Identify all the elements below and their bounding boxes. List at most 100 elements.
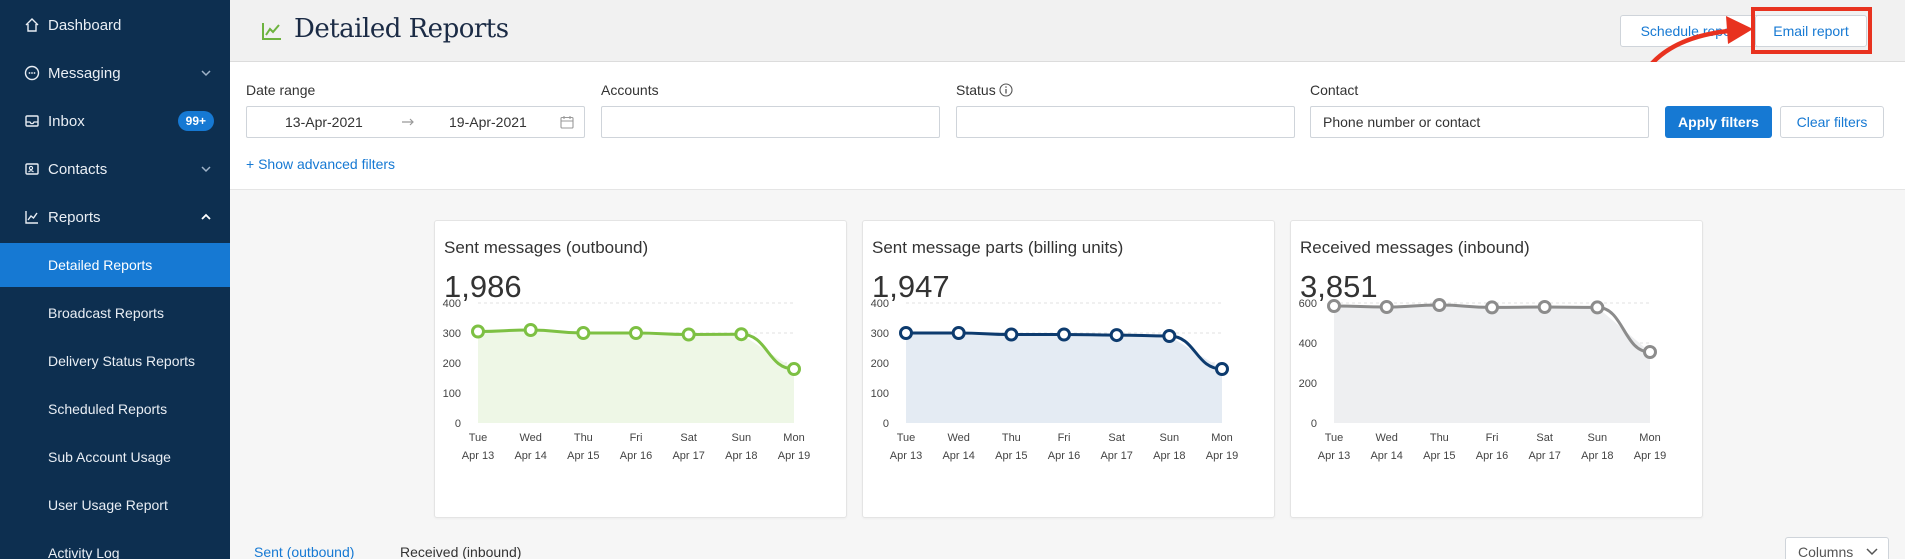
email-report-button[interactable]: Email report: [1755, 15, 1867, 47]
chat-icon: [24, 65, 40, 81]
data-point: [1215, 362, 1229, 376]
sidebar-item-label: Scheduled Reports: [48, 401, 168, 417]
sidebar-item-sub-account-usage[interactable]: Sub Account Usage: [0, 435, 230, 479]
y-tick-label: 300: [443, 328, 461, 340]
chart-total: 3,851: [1300, 269, 1378, 304]
contact-placeholder: Phone number or contact: [1323, 114, 1481, 130]
x-tick-date: Apr 13: [890, 450, 922, 462]
x-tick-date: Apr 19: [778, 450, 810, 462]
sidebar-item-contacts[interactable]: Contacts: [0, 147, 230, 191]
data-point: [787, 362, 801, 376]
status-label: Status: [956, 82, 996, 98]
chevron-down-icon: [1866, 548, 1878, 556]
x-tick-day: Tue: [897, 432, 916, 444]
status-select[interactable]: [956, 106, 1295, 138]
y-tick-label: 600: [1299, 298, 1317, 310]
received-messages-card: Received messages (inbound) 3,851 0 200 40…: [1290, 220, 1703, 518]
y-tick-label: 300: [871, 328, 889, 340]
sidebar-item-label: Broadcast Reports: [48, 305, 164, 321]
tab-received-inbound[interactable]: Received (inbound): [400, 544, 522, 559]
x-tick-date: Apr 15: [567, 450, 599, 462]
x-tick-day: Thu: [574, 432, 593, 444]
data-point: [1004, 327, 1019, 342]
x-tick-day: Wed: [1375, 432, 1397, 444]
x-tick-day: Thu: [1002, 432, 1021, 444]
sidebar-item-dashboard[interactable]: Dashboard: [0, 3, 230, 47]
chevron-up-icon: [201, 213, 211, 220]
data-point: [1643, 345, 1657, 359]
date-range-picker[interactable]: 13-Apr-2021 19-Apr-2021: [246, 106, 585, 138]
x-tick-day: Mon: [1639, 432, 1660, 444]
received-messages-chart: 0 200 400 600 Tue Apr 13 Wed Apr 14 Thu Apr 15 Fri…: [1299, 298, 1666, 462]
x-tick-date: Apr 17: [1528, 450, 1560, 462]
info-icon[interactable]: [999, 83, 1013, 97]
x-tick-date: Apr 13: [462, 450, 494, 462]
data-point: [1162, 329, 1177, 343]
sidebar-item-activity-log[interactable]: Activity Log: [0, 531, 230, 559]
data-point: [1057, 327, 1071, 342]
data-point: [1590, 300, 1605, 315]
data-point: [951, 326, 966, 340]
sidebar-item-delivery-status-reports[interactable]: Delivery Status Reports: [0, 339, 230, 383]
data-point: [1109, 328, 1124, 343]
x-tick-date: Apr 18: [1153, 450, 1185, 462]
annotation-highlight-box: [1751, 7, 1872, 54]
columns-label: Columns: [1798, 544, 1854, 559]
series-area: [906, 333, 1222, 423]
chart-title: Received messages (inbound): [1300, 238, 1530, 257]
sidebar-item-messaging[interactable]: Messaging: [0, 51, 230, 95]
sidebar-item-label: Sub Account Usage: [48, 449, 171, 465]
x-tick-date: Apr 18: [725, 450, 757, 462]
x-tick-day: Sun: [732, 432, 752, 444]
clear-filters-button[interactable]: Clear filters: [1780, 106, 1884, 138]
data-point: [629, 326, 643, 340]
x-tick-date: Apr 18: [1581, 450, 1613, 462]
x-tick-day: Sat: [1108, 432, 1125, 444]
accounts-label: Accounts: [601, 82, 659, 98]
chart-line-icon: [262, 23, 281, 40]
sidebar-item-broadcast-reports[interactable]: Broadcast Reports: [0, 291, 230, 335]
status-label-group: Status: [956, 82, 1013, 98]
x-tick-date: Apr 16: [1048, 450, 1080, 462]
x-tick-day: Sun: [1588, 432, 1608, 444]
y-tick-label: 400: [1299, 338, 1317, 350]
x-tick-date: Apr 14: [514, 450, 546, 462]
tab-sent-outbound[interactable]: Sent (outbound): [254, 544, 355, 559]
sidebar-item-user-usage-report[interactable]: User Usage Report: [0, 483, 230, 527]
y-tick-label: 0: [883, 418, 889, 430]
filter-bar: Date range 13-Apr-2021 19-Apr-2021 Accou…: [230, 62, 1905, 190]
data-point: [1432, 298, 1447, 312]
chart-icon: [25, 211, 38, 224]
x-tick-day: Sat: [1536, 432, 1553, 444]
data-point: [899, 326, 913, 340]
data-point: [1379, 300, 1394, 314]
apply-filters-button[interactable]: Apply filters: [1665, 106, 1772, 138]
chart-total: 1,986: [444, 269, 522, 304]
chart-title: Sent messages (outbound): [444, 238, 649, 257]
sidebar-item-detailed-reports[interactable]: Detailed Reports: [0, 243, 230, 287]
x-tick-date: Apr 16: [1476, 450, 1508, 462]
data-point: [576, 326, 591, 340]
y-tick-label: 400: [871, 298, 889, 310]
arrow-right-icon: [402, 118, 414, 126]
x-tick-day: Fri: [630, 432, 643, 444]
sidebar-item-label: Delivery Status Reports: [48, 353, 196, 369]
x-tick-day: Tue: [1325, 432, 1344, 444]
x-tick-date: Apr 19: [1634, 450, 1666, 462]
sidebar-item-scheduled-reports[interactable]: Scheduled Reports: [0, 387, 230, 431]
show-advanced-filters-link[interactable]: + Show advanced filters: [246, 156, 396, 172]
columns-button[interactable]: Columns: [1785, 537, 1889, 559]
calendar-icon: [560, 116, 574, 129]
accounts-select[interactable]: [601, 106, 940, 138]
x-tick-date: Apr 16: [620, 450, 652, 462]
data-point: [734, 327, 749, 342]
sidebar-item-inbox[interactable]: Inbox 99+: [0, 99, 230, 143]
x-tick-day: Fri: [1058, 432, 1071, 444]
chevron-down-icon: [201, 70, 211, 77]
chart-title: Sent message parts (billing units): [872, 238, 1124, 257]
sidebar-item-label: Activity Log: [48, 545, 120, 559]
contact-input[interactable]: Phone number or contact: [1310, 106, 1649, 138]
x-tick-date: Apr 17: [1100, 450, 1132, 462]
sidebar-item-reports[interactable]: Reports: [0, 195, 230, 239]
data-point: [471, 324, 485, 339]
